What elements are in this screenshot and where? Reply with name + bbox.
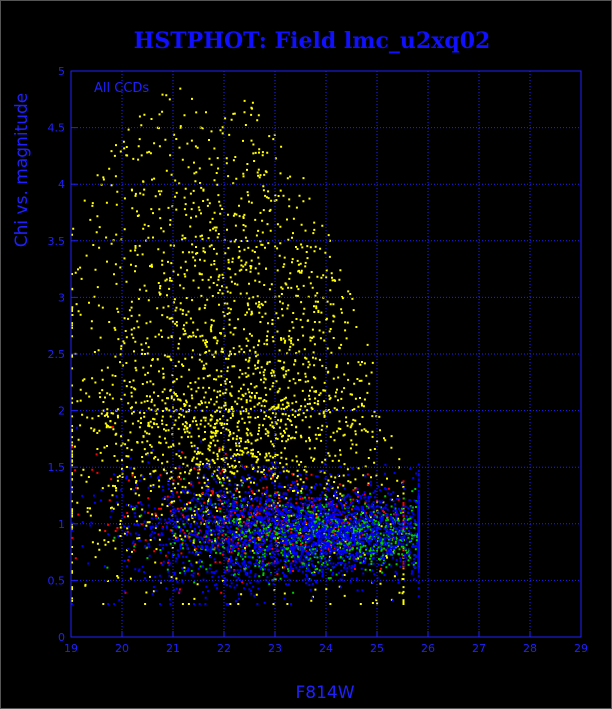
y-tick-label: 2 [58,405,65,418]
x-tick-label: 25 [370,642,384,655]
y-tick-label: 5 [58,65,65,78]
y-tick-label: 1 [58,518,65,531]
grid-lines [71,71,581,637]
x-tick-label: 20 [115,642,129,655]
y-tick-label: 0.5 [48,574,66,587]
y-axis-label: Chi vs. magnitude [12,93,32,247]
y-tick-label: 1.5 [48,461,66,474]
x-tick-label: 27 [472,642,486,655]
x-axis-ticks: 19 20 21 22 23 24 25 26 27 28 29 [64,631,588,655]
x-tick-label: 24 [319,642,333,655]
x-axis-label: F814W [295,683,354,703]
scatter-series-points [71,426,420,605]
x-tick-label: 29 [574,642,588,655]
x-tick-label: 28 [523,642,537,655]
y-tick-label: 4 [58,178,65,191]
y-tick-label: 3.5 [48,235,66,248]
x-tick-label: 22 [217,642,231,655]
y-tick-label: 2.5 [48,348,66,361]
scatter-points [71,87,420,606]
x-tick-label: 26 [421,642,435,655]
chart-title: HSTPHOT: Field lmc_u2xq02 [134,28,491,54]
annotation-all-ccds: All CCDs [94,81,149,96]
y-tick-label: 4.5 [48,122,66,135]
y-tick-label: 3 [58,291,65,304]
x-tick-label: 19 [64,642,78,655]
y-tick-label: 0 [58,631,65,644]
y-axis-ticks: 0 0.5 1 1.5 2 2.5 3 3.5 4 4.5 5 [48,65,77,644]
x-tick-label: 23 [268,642,282,655]
x-tick-label: 21 [166,642,180,655]
